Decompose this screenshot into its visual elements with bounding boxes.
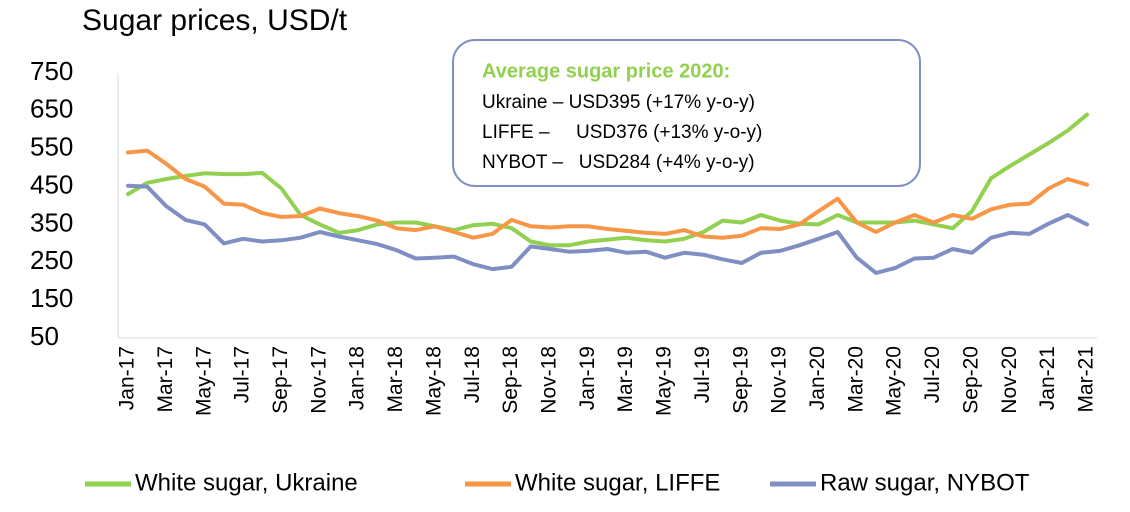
x-tick-label: Sep-17 bbox=[269, 346, 292, 414]
x-tick-label: May-17 bbox=[192, 346, 215, 416]
x-tick-label: Nov-19 bbox=[768, 346, 791, 414]
y-tick-label: 450 bbox=[30, 169, 73, 199]
x-tick-label: Jul-18 bbox=[461, 346, 484, 403]
annotation-heading: Average sugar price 2020: bbox=[482, 60, 730, 82]
y-tick-label: 150 bbox=[30, 283, 73, 313]
y-tick-label: 50 bbox=[30, 321, 59, 351]
x-tick-label: Jul-20 bbox=[921, 346, 944, 403]
annotation-line: LIFFE – USD376 (+13% y-o-y) bbox=[482, 122, 762, 143]
x-tick-label: Nov-20 bbox=[998, 346, 1021, 414]
x-tick-label: May-19 bbox=[653, 346, 676, 416]
y-tick-label: 250 bbox=[30, 245, 73, 275]
legend-label: White sugar, LIFFE bbox=[515, 469, 720, 496]
series-line bbox=[126, 183, 1089, 275]
x-tick-label: May-18 bbox=[422, 346, 445, 416]
series-line bbox=[126, 112, 1089, 248]
x-tick-label: Mar-21 bbox=[1075, 346, 1098, 413]
x-tick-label: Mar-18 bbox=[384, 346, 407, 413]
x-tick-label: Jan-17 bbox=[116, 346, 139, 410]
x-tick-label: Sep-18 bbox=[499, 346, 522, 414]
annotation-line: NYBOT – USD284 (+4% y-o-y) bbox=[482, 152, 755, 173]
x-tick-label: May-20 bbox=[883, 346, 906, 416]
chart-title: Sugar prices, USD/t bbox=[82, 4, 348, 37]
x-tick-label: Sep-19 bbox=[729, 346, 752, 414]
x-tick-label: Jan-21 bbox=[1036, 346, 1059, 410]
series-line bbox=[126, 148, 1089, 240]
x-tick-label: Nov-18 bbox=[538, 346, 561, 414]
y-tick-label: 350 bbox=[30, 207, 73, 237]
annotation-line: Ukraine – USD395 (+17% y-o-y) bbox=[482, 92, 755, 113]
x-tick-label: Jan-18 bbox=[346, 346, 369, 410]
legend-label: White sugar, Ukraine bbox=[135, 469, 358, 496]
x-tick-label: Jul-19 bbox=[691, 346, 714, 403]
x-tick-label: Mar-17 bbox=[154, 346, 177, 413]
legend-label: Raw sugar, NYBOT bbox=[820, 469, 1030, 496]
x-tick-label: Sep-20 bbox=[959, 346, 982, 414]
y-tick-label: 750 bbox=[30, 56, 73, 86]
y-tick-label: 650 bbox=[30, 94, 73, 124]
y-tick-label: 550 bbox=[30, 132, 73, 162]
x-tick-label: Jan-20 bbox=[806, 346, 829, 410]
x-tick-label: Mar-19 bbox=[614, 346, 637, 413]
x-tick-label: Jul-17 bbox=[231, 346, 254, 403]
x-tick-label: Jan-19 bbox=[576, 346, 599, 410]
x-tick-label: Nov-17 bbox=[307, 346, 330, 414]
x-tick-label: Mar-20 bbox=[844, 346, 867, 413]
annotation-box bbox=[452, 39, 921, 187]
